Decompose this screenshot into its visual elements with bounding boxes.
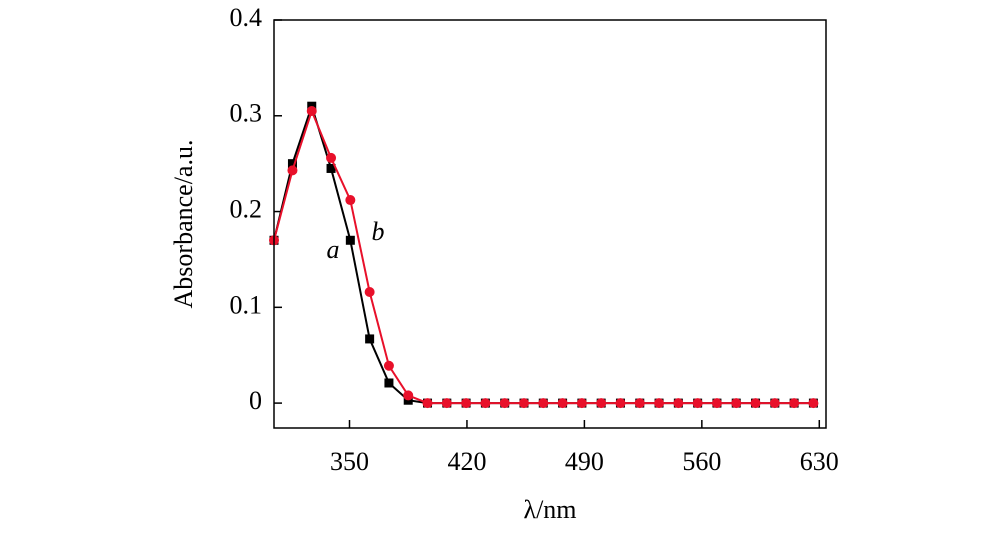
y-tick-label: 0.1 — [230, 290, 263, 319]
series-line — [273, 102, 814, 405]
marker — [326, 152, 337, 163]
marker — [538, 398, 549, 409]
y-axis-label: Absorbance/a.u. — [169, 140, 198, 309]
marker — [711, 398, 722, 409]
plot-frame — [273, 19, 827, 429]
marker — [345, 235, 355, 245]
marker — [480, 398, 491, 409]
marker — [692, 398, 703, 409]
marker — [673, 398, 684, 409]
marker — [750, 398, 761, 409]
marker — [634, 398, 645, 409]
marker — [422, 398, 433, 409]
series-label: b — [372, 217, 385, 246]
marker — [287, 159, 297, 169]
marker — [383, 360, 394, 371]
marker — [789, 398, 800, 409]
marker — [441, 398, 452, 409]
y-tick-label: 0.3 — [230, 99, 263, 128]
marker — [615, 398, 626, 409]
y-tick-label: 0.4 — [230, 3, 263, 32]
x-tick-label: 630 — [800, 447, 839, 476]
series-label: a — [327, 235, 340, 264]
marker — [808, 398, 819, 409]
marker — [499, 398, 510, 409]
marker — [306, 105, 317, 116]
marker — [384, 378, 394, 388]
x-tick-label: 350 — [330, 447, 369, 476]
x-axis-label: λ/nm — [523, 495, 576, 524]
marker — [518, 398, 529, 409]
marker — [461, 398, 472, 409]
marker — [731, 398, 742, 409]
x-tick-label: 490 — [565, 447, 604, 476]
marker — [769, 398, 780, 409]
y-tick-label: 0 — [249, 386, 262, 415]
marker — [365, 334, 375, 344]
marker — [364, 287, 375, 297]
x-tick-label: 560 — [682, 447, 721, 476]
marker — [576, 398, 587, 409]
x-tick-label: 420 — [447, 447, 486, 476]
marker — [654, 398, 665, 409]
marker — [557, 398, 568, 409]
y-tick-label: 0.2 — [230, 195, 263, 224]
series-line — [273, 108, 814, 405]
marker — [403, 390, 414, 401]
marker — [326, 163, 336, 173]
marker — [345, 195, 356, 206]
marker — [287, 165, 298, 176]
marker — [596, 398, 607, 409]
